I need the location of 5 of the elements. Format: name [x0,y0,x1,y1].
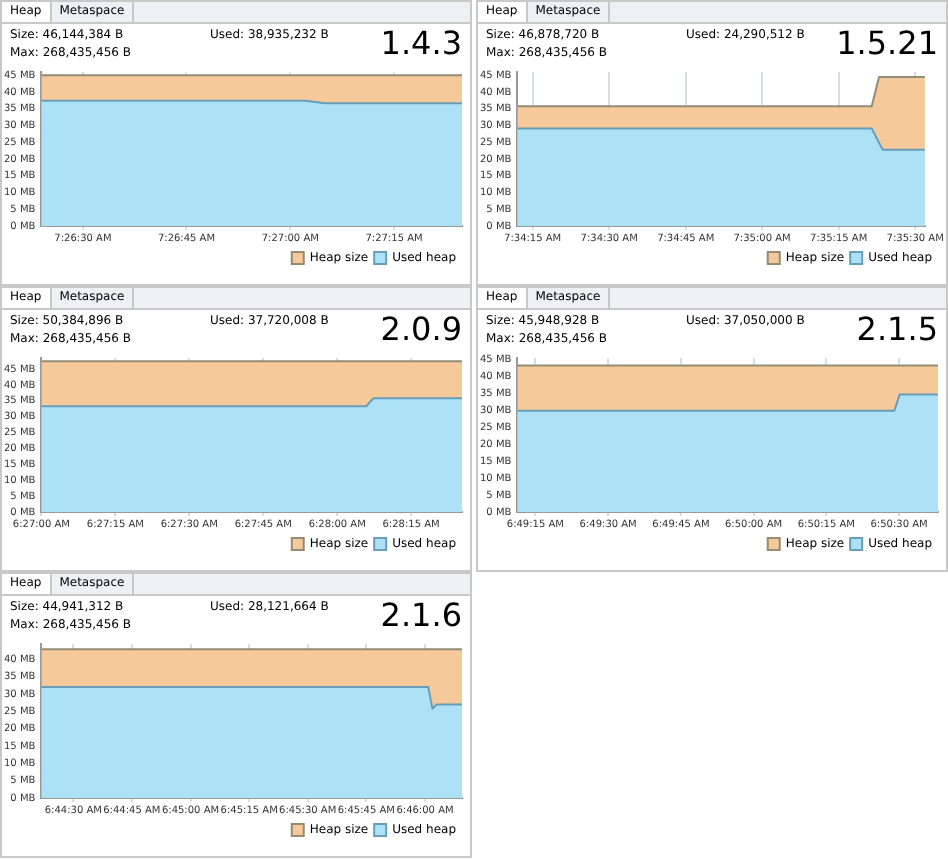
chart-title: 1.4.3 [380,24,462,64]
chart-title: 1.5.21 [836,24,938,64]
chart-title: 2.1.6 [380,596,462,636]
chart-title: 2.0.9 [380,310,462,350]
chart-title: 2.1.5 [856,310,938,350]
